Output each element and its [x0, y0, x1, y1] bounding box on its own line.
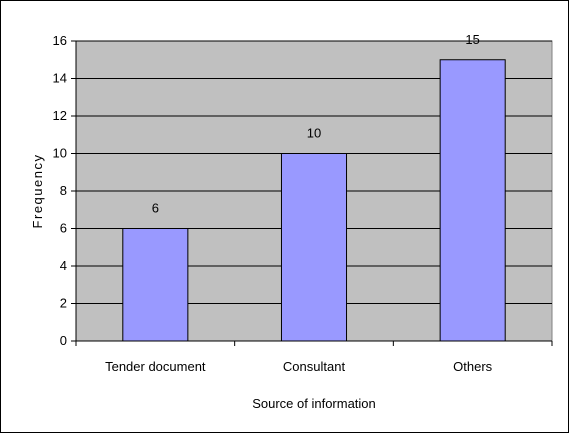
data-label-2: 15 — [465, 32, 479, 47]
y-axis-title: Frequency — [30, 154, 45, 229]
data-label-0: 6 — [152, 201, 159, 216]
y-tick-label-6: 12 — [53, 108, 67, 123]
bar-1 — [280, 153, 348, 342]
category-label-2: Others — [453, 359, 493, 374]
bar-0 — [122, 228, 189, 342]
x-axis-title: Source of information — [252, 396, 376, 411]
category-label-0: Tender document — [105, 359, 206, 374]
data-label-1: 10 — [307, 126, 321, 141]
y-tick-label-8: 16 — [53, 33, 67, 48]
y-axis: 0 2 4 6 8 10 12 14 16 — [53, 33, 77, 348]
bars: 6 10 15 — [122, 32, 506, 342]
x-axis: Tender document Consultant Others — [75, 340, 553, 374]
y-tick-label-3: 6 — [60, 221, 67, 236]
y-tick-label-7: 14 — [53, 71, 67, 86]
y-tick-label-2: 4 — [60, 258, 67, 273]
y-tick-label-4: 8 — [60, 183, 67, 198]
category-label-1: Consultant — [283, 359, 346, 374]
bar-2 — [439, 59, 506, 342]
y-tick-label-1: 2 — [60, 296, 67, 311]
y-tick-label-0: 0 — [60, 333, 67, 348]
y-tick-label-5: 10 — [53, 146, 67, 161]
